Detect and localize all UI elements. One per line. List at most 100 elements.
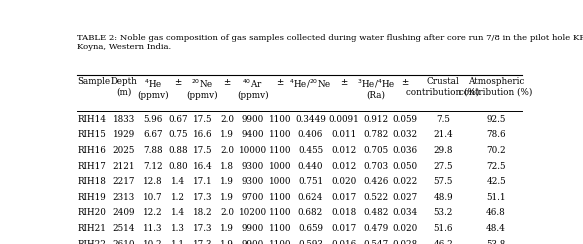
Text: 51.1: 51.1: [486, 193, 506, 202]
Text: 1.9: 1.9: [220, 224, 234, 233]
Text: 2.0: 2.0: [220, 146, 234, 155]
Text: 0.032: 0.032: [392, 130, 417, 139]
Text: 0.0091: 0.0091: [329, 115, 359, 124]
Text: 0.682: 0.682: [298, 208, 323, 217]
Text: 17.5: 17.5: [193, 146, 212, 155]
Text: 2121: 2121: [113, 162, 135, 171]
Text: 53.2: 53.2: [434, 208, 453, 217]
Text: 18.2: 18.2: [192, 208, 212, 217]
Text: 0.027: 0.027: [392, 193, 417, 202]
Text: 7.5: 7.5: [436, 115, 450, 124]
Text: 0.912: 0.912: [364, 115, 389, 124]
Text: 0.018: 0.018: [331, 208, 357, 217]
Text: 17.3: 17.3: [193, 240, 212, 244]
Text: 0.022: 0.022: [392, 177, 417, 186]
Text: 1.1: 1.1: [171, 240, 185, 244]
Text: 0.703: 0.703: [364, 162, 389, 171]
Text: 17.3: 17.3: [193, 193, 212, 202]
Text: 48.4: 48.4: [486, 224, 506, 233]
Text: 2.0: 2.0: [220, 115, 234, 124]
Text: 0.705: 0.705: [364, 146, 389, 155]
Text: 1000: 1000: [269, 162, 292, 171]
Text: 0.036: 0.036: [392, 146, 417, 155]
Text: 1.3: 1.3: [171, 224, 185, 233]
Text: 0.3449: 0.3449: [295, 115, 326, 124]
Text: 0.426: 0.426: [364, 177, 389, 186]
Text: 11.3: 11.3: [143, 224, 163, 233]
Text: 0.011: 0.011: [331, 130, 357, 139]
Text: 0.659: 0.659: [298, 224, 323, 233]
Text: 92.5: 92.5: [486, 115, 505, 124]
Text: 0.88: 0.88: [168, 146, 188, 155]
Text: 0.017: 0.017: [331, 193, 357, 202]
Text: 10.2: 10.2: [143, 240, 163, 244]
Text: 12.2: 12.2: [143, 208, 163, 217]
Text: 2313: 2313: [113, 193, 135, 202]
Text: 0.75: 0.75: [168, 130, 188, 139]
Text: $\pm$: $\pm$: [401, 77, 409, 87]
Text: 16.6: 16.6: [192, 130, 212, 139]
Text: 10.7: 10.7: [143, 193, 163, 202]
Text: 9700: 9700: [241, 193, 264, 202]
Text: 7.12: 7.12: [143, 162, 163, 171]
Text: RIH16: RIH16: [78, 146, 106, 155]
Text: 0.050: 0.050: [392, 162, 417, 171]
Text: 57.5: 57.5: [434, 177, 453, 186]
Text: 9400: 9400: [241, 130, 264, 139]
Text: 0.80: 0.80: [168, 162, 188, 171]
Text: 1100: 1100: [269, 193, 292, 202]
Text: 0.016: 0.016: [331, 240, 357, 244]
Text: 51.6: 51.6: [433, 224, 453, 233]
Text: 17.1: 17.1: [192, 177, 212, 186]
Text: 0.782: 0.782: [364, 130, 389, 139]
Text: 1000: 1000: [269, 177, 292, 186]
Text: 9900: 9900: [241, 115, 264, 124]
Text: 6.67: 6.67: [143, 130, 163, 139]
Text: $^4$He
(ppmv): $^4$He (ppmv): [138, 77, 169, 100]
Text: 1100: 1100: [269, 130, 292, 139]
Text: 7.88: 7.88: [143, 146, 163, 155]
Text: 0.482: 0.482: [364, 208, 389, 217]
Text: 9300: 9300: [241, 177, 264, 186]
Text: $\pm$: $\pm$: [223, 77, 231, 87]
Text: RIH19: RIH19: [78, 193, 106, 202]
Text: 21.4: 21.4: [433, 130, 453, 139]
Text: 1100: 1100: [269, 224, 292, 233]
Text: 1.4: 1.4: [171, 208, 185, 217]
Text: 2610: 2610: [113, 240, 135, 244]
Text: RIH20: RIH20: [78, 208, 106, 217]
Text: 46.2: 46.2: [433, 240, 453, 244]
Text: 1.9: 1.9: [220, 130, 234, 139]
Text: $^{40}$Ar
(ppmv): $^{40}$Ar (ppmv): [237, 77, 268, 100]
Text: TABLE 2: Noble gas composition of gas samples collected during water flushing af: TABLE 2: Noble gas composition of gas sa…: [78, 34, 583, 51]
Text: 0.020: 0.020: [331, 177, 357, 186]
Text: 0.012: 0.012: [331, 162, 357, 171]
Text: 1.9: 1.9: [220, 177, 234, 186]
Text: 2217: 2217: [113, 177, 135, 186]
Text: 42.5: 42.5: [486, 177, 506, 186]
Text: 1100: 1100: [269, 115, 292, 124]
Text: 1833: 1833: [113, 115, 135, 124]
Text: 1.2: 1.2: [171, 193, 185, 202]
Text: 1929: 1929: [113, 130, 135, 139]
Text: 2409: 2409: [113, 208, 135, 217]
Text: $\pm$: $\pm$: [174, 77, 182, 87]
Text: 27.5: 27.5: [433, 162, 453, 171]
Text: 5.96: 5.96: [143, 115, 163, 124]
Text: 0.522: 0.522: [364, 193, 389, 202]
Text: 2025: 2025: [113, 146, 135, 155]
Text: RIH18: RIH18: [78, 177, 106, 186]
Text: RIH17: RIH17: [78, 162, 106, 171]
Text: 70.2: 70.2: [486, 146, 506, 155]
Text: 0.547: 0.547: [364, 240, 389, 244]
Text: 0.593: 0.593: [298, 240, 323, 244]
Text: 0.017: 0.017: [331, 224, 357, 233]
Text: 17.3: 17.3: [193, 224, 212, 233]
Text: 0.034: 0.034: [392, 208, 417, 217]
Text: 72.5: 72.5: [486, 162, 506, 171]
Text: 48.9: 48.9: [433, 193, 453, 202]
Text: RIH22: RIH22: [78, 240, 106, 244]
Text: 1.4: 1.4: [171, 177, 185, 186]
Text: 0.440: 0.440: [298, 162, 323, 171]
Text: RIH14: RIH14: [78, 115, 106, 124]
